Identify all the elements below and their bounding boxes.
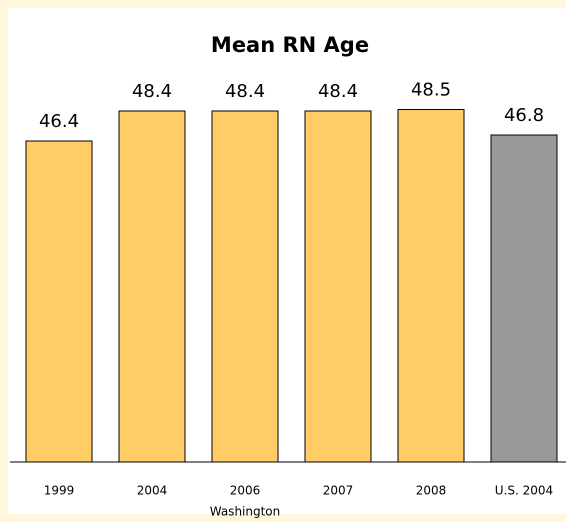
chart-title: Mean RN Age [211,33,369,57]
value-label: 46.4 [39,111,79,132]
bar [304,110,372,463]
x-tick-label: 2004 [137,484,168,498]
bar [211,110,279,463]
x-tick-label: 1999 [44,484,75,498]
x-tick-label: U.S. 2004 [495,484,553,498]
x-tick-label: 2008 [416,484,447,498]
plot-background [8,8,566,514]
bar [490,134,558,463]
bar [397,109,465,463]
value-label: 48.5 [411,80,451,101]
bar [25,140,93,463]
value-label: 48.4 [132,81,172,102]
x-tick-label: 2007 [323,484,354,498]
group-label: Washington [210,505,281,519]
value-label: 46.8 [504,105,544,126]
x-tick-label: 2006 [230,484,261,498]
value-label: 48.4 [225,81,265,102]
bar [118,110,186,463]
value-label: 48.4 [318,81,358,102]
